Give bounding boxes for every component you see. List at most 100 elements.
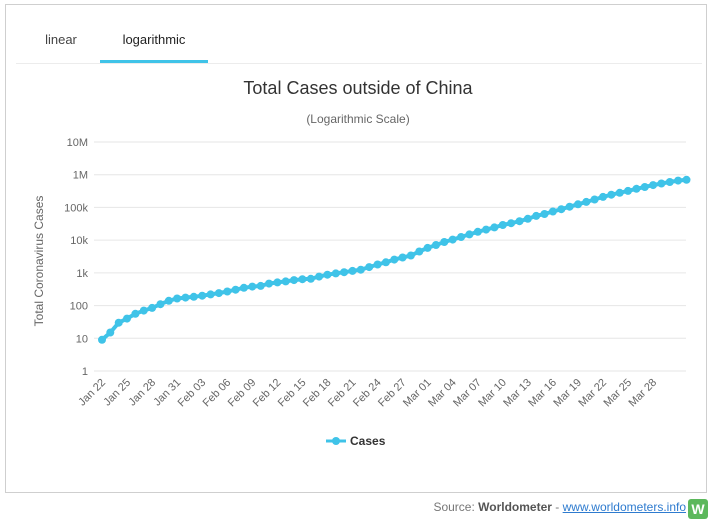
data-point[interactable]: [582, 197, 591, 206]
tab-logarithmic[interactable]: logarithmic: [122, 32, 186, 47]
data-point[interactable]: [198, 291, 207, 300]
data-point[interactable]: [256, 281, 265, 290]
data-point[interactable]: [624, 186, 632, 195]
data-point[interactable]: [106, 328, 115, 337]
data-point[interactable]: [523, 214, 532, 223]
data-point[interactable]: [381, 258, 390, 267]
data-point[interactable]: [615, 188, 624, 197]
data-point[interactable]: [532, 211, 541, 220]
data-point[interactable]: [206, 290, 215, 299]
data-point[interactable]: [390, 255, 399, 264]
legend[interactable]: Cases: [326, 434, 386, 448]
data-point[interactable]: [490, 223, 499, 232]
y-tick-label: 1M: [73, 170, 88, 182]
data-point[interactable]: [415, 247, 424, 256]
data-point[interactable]: [682, 175, 691, 184]
worldometer-logo[interactable]: W: [688, 499, 708, 519]
data-point[interactable]: [365, 263, 374, 272]
tab-linear[interactable]: linear: [45, 32, 77, 47]
data-point[interactable]: [331, 269, 340, 278]
legend-marker: [332, 437, 340, 445]
data-point[interactable]: [565, 202, 574, 211]
data-point[interactable]: [298, 275, 307, 284]
data-point[interactable]: [214, 289, 223, 298]
data-point[interactable]: [548, 207, 557, 216]
series-cases: [98, 175, 691, 344]
data-point[interactable]: [649, 181, 658, 190]
data-point[interactable]: [465, 230, 474, 239]
data-point[interactable]: [599, 192, 607, 201]
data-point[interactable]: [265, 279, 273, 288]
data-point[interactable]: [164, 296, 173, 305]
y-axis-title: Total Coronavirus Cases: [32, 196, 46, 327]
data-point[interactable]: [123, 314, 131, 323]
data-point[interactable]: [114, 318, 123, 327]
data-point[interactable]: [356, 265, 365, 274]
data-point[interactable]: [607, 190, 616, 199]
y-tick-label: 10: [76, 333, 88, 345]
data-point[interactable]: [657, 179, 666, 188]
data-point[interactable]: [290, 276, 298, 285]
data-point[interactable]: [515, 217, 524, 226]
y-tick-label: 1k: [76, 268, 88, 280]
data-point[interactable]: [373, 260, 382, 269]
data-point[interactable]: [139, 306, 148, 315]
data-point[interactable]: [323, 270, 332, 279]
source-separator: -: [551, 500, 563, 514]
data-point[interactable]: [348, 266, 357, 275]
data-point[interactable]: [340, 268, 349, 277]
data-point[interactable]: [281, 277, 290, 286]
scale-tabs: linear logarithmic: [16, 23, 702, 64]
x-tick-label: Jan 25: [101, 377, 133, 409]
y-tick-label: 10k: [70, 235, 88, 247]
data-point[interactable]: [98, 335, 106, 344]
data-point[interactable]: [189, 292, 198, 301]
source-link[interactable]: www.worldometers.info: [562, 500, 686, 514]
x-tick-label: Mar 28: [627, 377, 660, 410]
data-point[interactable]: [173, 294, 182, 303]
data-point[interactable]: [590, 195, 599, 204]
grid-lines: [94, 141, 686, 372]
data-point[interactable]: [640, 183, 649, 191]
data-point[interactable]: [507, 219, 516, 228]
data-point[interactable]: [457, 233, 466, 241]
data-point[interactable]: [231, 285, 240, 294]
data-point[interactable]: [440, 238, 449, 246]
x-tick-label: Jan 22: [76, 377, 108, 409]
data-point[interactable]: [665, 178, 674, 186]
data-point[interactable]: [148, 303, 157, 312]
source-name: Worldometer: [478, 500, 552, 514]
y-tick-label: 100: [70, 301, 88, 313]
y-axis-ticks: 1 10 100 1k 10k 100k 1M 10M: [64, 137, 88, 378]
data-point[interactable]: [239, 283, 248, 292]
data-point[interactable]: [557, 205, 566, 214]
data-point[interactable]: [574, 200, 582, 209]
source-credit: Source: Worldometer - www.worldometers.i…: [433, 500, 686, 514]
data-point[interactable]: [540, 210, 549, 218]
data-point[interactable]: [223, 287, 232, 296]
chart-title: Total Cases outside of China: [243, 78, 473, 98]
data-point[interactable]: [306, 274, 315, 283]
data-point[interactable]: [315, 272, 324, 281]
data-point[interactable]: [498, 221, 507, 229]
data-point[interactable]: [181, 293, 190, 302]
data-point[interactable]: [674, 176, 683, 185]
data-point[interactable]: [156, 300, 165, 309]
data-point[interactable]: [273, 278, 282, 287]
data-point[interactable]: [406, 251, 415, 260]
data-point[interactable]: [423, 243, 432, 252]
data-point[interactable]: [131, 309, 140, 318]
data-point[interactable]: [482, 225, 491, 234]
data-point[interactable]: [473, 227, 482, 236]
chart-subtitle: (Logarithmic Scale): [306, 112, 409, 126]
data-point[interactable]: [432, 241, 440, 249]
active-tab-indicator: [100, 60, 208, 63]
source-prefix: Source:: [433, 500, 479, 514]
data-point[interactable]: [448, 235, 457, 244]
chart-canvas: Total Cases outside of China (Logarithmi…: [32, 78, 691, 448]
data-point[interactable]: [398, 253, 407, 262]
data-point[interactable]: [248, 282, 257, 291]
chart-panel: linear logarithmic Total Cases outside o…: [5, 4, 707, 493]
data-point[interactable]: [632, 184, 641, 193]
